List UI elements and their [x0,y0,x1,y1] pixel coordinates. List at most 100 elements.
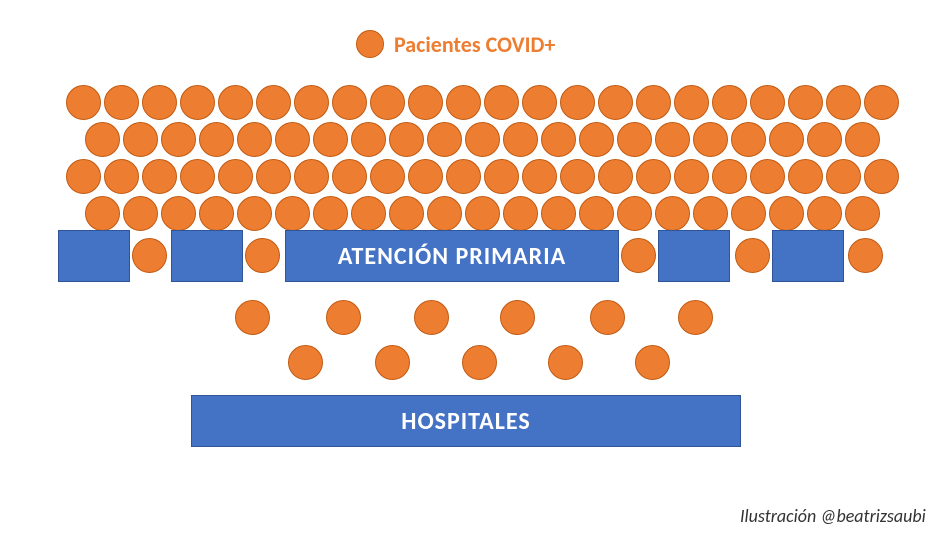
patient-circle [123,122,158,157]
patient-circle [845,196,880,231]
patient-circle [541,122,576,157]
credit-text: Ilustración @beatrizsaubi [740,505,926,527]
patient-circle [132,238,167,273]
patient-circle [408,159,443,194]
hospital-bar: HOSPITALES [191,395,741,447]
patient-circle [693,122,728,157]
patient-circle [522,159,557,194]
patient-circle [678,300,713,335]
patient-circle [375,345,410,380]
patient-circle [326,300,361,335]
patient-circle [235,300,270,335]
patient-circle [427,196,462,231]
patient-circle [66,85,101,120]
patient-circle [503,122,538,157]
patient-circle [237,122,272,157]
patient-circle [85,122,120,157]
patient-circle [864,85,899,120]
patient-circle [735,238,770,273]
patient-circle [462,345,497,380]
patient-circle [332,159,367,194]
patient-circle [769,196,804,231]
patient-circle [218,85,253,120]
patient-circle [370,159,405,194]
patient-circle [408,85,443,120]
patient-circle [313,122,348,157]
patient-circle [123,196,158,231]
patient-circle [712,85,747,120]
patient-circle [313,196,348,231]
patient-circle [484,85,519,120]
patient-circle [560,85,595,120]
patient-circle [848,238,883,273]
patient-circle [598,159,633,194]
patient-circle [579,196,614,231]
patient-circle [617,196,652,231]
patient-circle [465,122,500,157]
patient-circle [294,85,329,120]
patient-circle [769,122,804,157]
patient-circle [389,122,424,157]
patient-circle [370,85,405,120]
patient-circle [351,122,386,157]
patient-circle [788,85,823,120]
patient-circle [142,85,177,120]
patient-circle [636,159,671,194]
patient-circle [275,196,310,231]
patient-circle [826,85,861,120]
primary-care-segment [58,230,130,282]
patient-circle [598,85,633,120]
patient-circle [294,159,329,194]
patient-circle [351,196,386,231]
patient-circle [256,159,291,194]
primary-care-label: ATENCIÓN PRIMARIA [338,242,566,271]
patient-circle [500,300,535,335]
patient-circle [712,159,747,194]
patient-circle [826,159,861,194]
primary-care-segment [171,230,243,282]
patient-circle [275,122,310,157]
patient-circle [541,196,576,231]
patient-circle [256,85,291,120]
patient-circle [807,196,842,231]
patient-circle [731,122,766,157]
patient-circle [548,345,583,380]
patient-circle [245,238,280,273]
primary-care-segment [658,230,730,282]
patient-circle [655,122,690,157]
patient-circle [161,196,196,231]
primary-care-segment [772,230,844,282]
patient-circle [617,122,652,157]
patient-circle [104,85,139,120]
patient-circle [104,159,139,194]
patient-circle [693,196,728,231]
patient-circle [180,85,215,120]
patient-circle [503,196,538,231]
patient-circle [636,85,671,120]
patient-circle [635,345,670,380]
patient-circle [750,159,785,194]
patient-circle [788,159,823,194]
patient-circle [142,159,177,194]
patient-circle [218,159,253,194]
patient-circle [590,300,625,335]
patient-circle [655,196,690,231]
legend-circle-icon [356,30,384,58]
patient-circle [237,196,272,231]
hospital-bar-label: HOSPITALES [401,407,530,436]
patient-circle [560,159,595,194]
patient-circle [427,122,462,157]
patient-circle [484,159,519,194]
patient-circle [66,159,101,194]
diagram-canvas: Pacientes COVID+ ATENCIÓN PRIMARIA HOSPI… [0,0,950,535]
patient-circle [180,159,215,194]
patient-circle [522,85,557,120]
patient-circle [845,122,880,157]
patient-circle [161,122,196,157]
patient-circle [621,238,656,273]
patient-circle [414,300,449,335]
patient-circle [389,196,424,231]
patient-circle [465,196,500,231]
patient-circle [579,122,614,157]
patient-circle [446,85,481,120]
